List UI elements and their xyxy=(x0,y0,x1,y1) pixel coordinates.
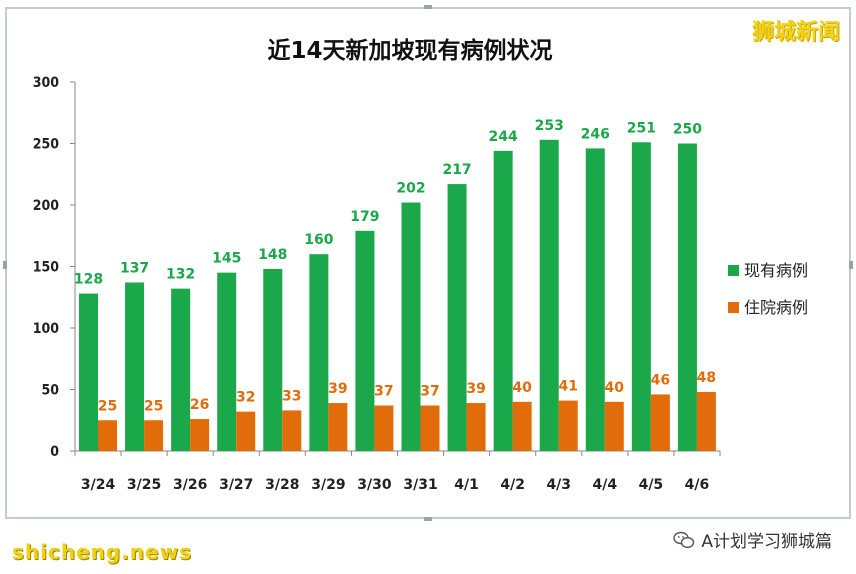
bar-hospital xyxy=(144,420,164,451)
x-tick-label: 3/26 xyxy=(173,477,207,493)
bar-hospital xyxy=(190,419,210,451)
y-tick-label: 0 xyxy=(50,444,59,460)
bar-current xyxy=(171,288,191,451)
bar-hospital xyxy=(650,394,670,451)
y-tick-label: 200 xyxy=(33,198,60,214)
bar-hospital xyxy=(328,403,348,451)
x-tick-label: 3/28 xyxy=(265,477,299,493)
data-label: 128 xyxy=(74,272,103,288)
legend-label: 现有病例 xyxy=(744,261,808,280)
data-label: 26 xyxy=(190,397,209,413)
data-label: 48 xyxy=(697,370,716,386)
y-tick-label: 150 xyxy=(33,260,60,276)
bar-current xyxy=(585,148,605,452)
bar-hospital xyxy=(236,411,256,451)
bar-hospital xyxy=(98,420,117,451)
legend-swatch xyxy=(728,302,739,313)
data-label: 132 xyxy=(166,267,195,283)
x-tick-label: 4/2 xyxy=(500,477,525,493)
bar-current xyxy=(677,143,697,451)
x-tick-label: 4/3 xyxy=(546,477,571,493)
bar-hospital xyxy=(420,405,440,451)
chart-axes: 0 50 100 150 200 250 300 3/24 3/25 3/26 3/27 3/28 3/… xyxy=(33,75,721,493)
x-tick-label: 3/24 xyxy=(81,477,116,493)
bar-current xyxy=(217,272,237,451)
data-label: 40 xyxy=(605,380,625,396)
x-tick-label: 3/25 xyxy=(127,477,161,493)
bar-current xyxy=(401,202,421,451)
bar-current xyxy=(539,139,559,451)
bar-current xyxy=(355,230,375,451)
bar-current xyxy=(125,282,145,451)
data-label: 179 xyxy=(350,209,379,225)
resize-handle-top[interactable] xyxy=(424,5,432,9)
x-tick-label: 3/27 xyxy=(219,477,253,493)
data-label: 40 xyxy=(512,380,532,396)
y-tick-label: 100 xyxy=(33,321,60,337)
data-label: 250 xyxy=(673,122,702,138)
data-label: 251 xyxy=(627,120,656,136)
brand-watermark: 狮城新闻 xyxy=(751,20,840,45)
bar-hospital xyxy=(466,403,486,451)
data-label: 37 xyxy=(374,383,393,399)
bar-hospital xyxy=(696,391,716,451)
data-label: 39 xyxy=(466,381,485,397)
x-tick-label: 4/4 xyxy=(593,477,618,493)
data-label: 253 xyxy=(535,118,564,134)
chart-title: 近14天新加坡现有病例状况 xyxy=(267,37,552,64)
resize-handle-bottom[interactable] xyxy=(424,517,432,521)
bar-current xyxy=(447,184,467,451)
data-label: 32 xyxy=(236,390,255,406)
bar-current xyxy=(309,254,329,451)
x-tick-label: 4/5 xyxy=(639,477,664,493)
y-tick-label: 250 xyxy=(33,137,60,153)
bar-current xyxy=(631,142,651,451)
data-label: 137 xyxy=(120,260,149,276)
bar-hospital xyxy=(282,410,302,451)
y-tick-label: 50 xyxy=(41,383,59,399)
resize-handle-right[interactable] xyxy=(849,261,853,269)
y-tick-label: 300 xyxy=(33,75,60,91)
data-label: 39 xyxy=(328,381,347,397)
data-label: 37 xyxy=(420,383,439,399)
wechat-icon xyxy=(673,531,695,548)
x-tick-label: 4/6 xyxy=(685,477,710,493)
bar-hospital xyxy=(604,401,624,451)
bar-hospital xyxy=(558,400,578,451)
legend-swatch xyxy=(728,265,739,276)
resize-handle-left[interactable] xyxy=(3,261,7,269)
data-label: 46 xyxy=(651,372,670,388)
data-label: 25 xyxy=(98,398,117,414)
data-label: 148 xyxy=(258,247,287,263)
data-label: 25 xyxy=(144,398,163,414)
data-label: 217 xyxy=(442,162,471,178)
bar-current xyxy=(79,293,98,451)
account-name: A计划学习狮城篇 xyxy=(701,532,832,552)
bar-current xyxy=(493,150,513,451)
x-tick-label: 4/1 xyxy=(454,477,479,493)
data-label: 246 xyxy=(581,126,610,142)
data-label: 160 xyxy=(304,232,333,248)
bar-hospital xyxy=(374,405,394,451)
x-tick-label: 3/31 xyxy=(403,477,437,493)
data-label: 33 xyxy=(282,388,301,404)
x-tick-label: 3/29 xyxy=(311,477,345,493)
legend-label: 住院病例 xyxy=(744,298,808,317)
bar-current xyxy=(263,268,283,451)
account-label: A计划学习狮城篇 xyxy=(673,527,832,552)
data-label: 202 xyxy=(396,181,425,197)
data-label: 244 xyxy=(489,129,518,145)
site-watermark: shicheng.news xyxy=(12,540,192,564)
x-tick-label: 3/30 xyxy=(357,477,392,493)
data-label: 145 xyxy=(212,251,241,267)
chart-bars xyxy=(79,139,716,452)
data-label: 41 xyxy=(558,379,577,395)
bar-hospital xyxy=(512,401,532,451)
